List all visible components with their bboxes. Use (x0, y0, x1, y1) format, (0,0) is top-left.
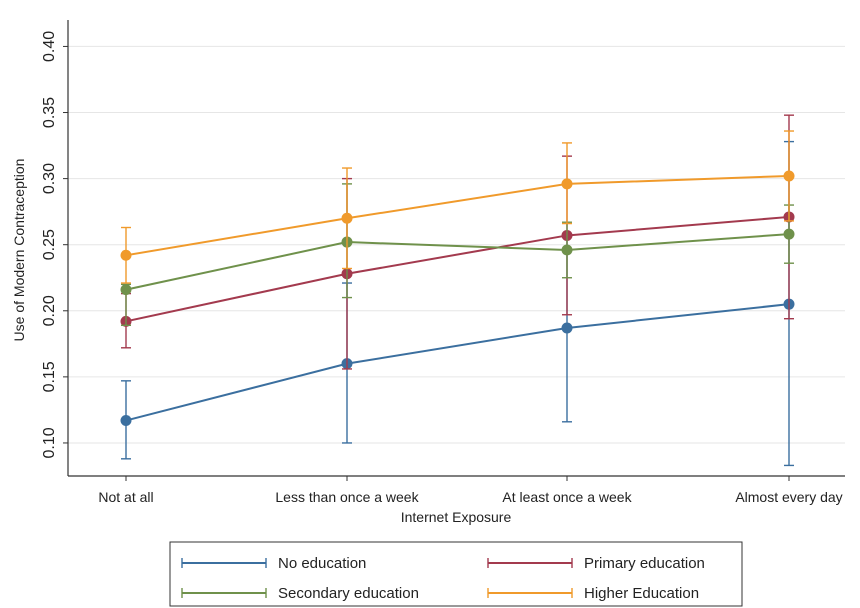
x-tick-label: Less than once a week (275, 489, 419, 505)
data-point (120, 249, 132, 261)
legend-label: Secondary education (278, 585, 419, 602)
series-secondary-education (120, 183, 795, 327)
gridlines (68, 45, 845, 444)
x-tick-label: Not at all (98, 489, 153, 505)
data-point (783, 170, 795, 182)
legend: No education Primary education Secondary e… (169, 541, 743, 607)
data-point (120, 284, 132, 296)
data-point (783, 228, 795, 240)
y-tick-label: 0.25 (41, 229, 58, 260)
series (120, 114, 795, 467)
series-line (125, 303, 790, 422)
series-higher-education (120, 130, 795, 284)
series-no-education (120, 140, 795, 467)
axes (67, 20, 845, 477)
x-tick-label: At least once a week (502, 489, 632, 505)
legend-label: Primary education (584, 555, 705, 572)
x-ticks: Not at all Less than once a week At least … (98, 476, 843, 505)
y-tick-label: 0.10 (41, 427, 58, 458)
series-line (125, 233, 790, 291)
series-line (125, 215, 790, 323)
series-line (125, 174, 790, 257)
series-primary-education (120, 114, 795, 370)
x-axis-title: Internet Exposure (401, 509, 512, 525)
y-tick-label: 0.30 (41, 163, 58, 194)
data-point (561, 322, 573, 334)
y-tick-label: 0.35 (41, 97, 58, 128)
y-tick-label: 0.40 (41, 31, 58, 62)
data-point (561, 244, 573, 256)
y-axis-title: Use of Modern Contraception (11, 159, 27, 342)
legend-item: No education (181, 555, 366, 572)
legend-item: Secondary education (181, 585, 419, 602)
y-tick-label: 0.20 (41, 295, 58, 326)
y-ticks: 0.10 0.15 0.20 0.25 0.30 0.35 0.40 (41, 31, 68, 459)
legend-label: Higher Education (584, 585, 699, 602)
y-tick-label: 0.15 (41, 361, 58, 392)
legend-item: Primary education (487, 555, 705, 572)
data-point (120, 414, 132, 426)
legend-item: Higher Education (487, 585, 699, 602)
data-point (341, 212, 353, 224)
x-tick-label: Almost every day (735, 489, 842, 505)
legend-label: No education (278, 555, 366, 572)
data-point (561, 178, 573, 190)
